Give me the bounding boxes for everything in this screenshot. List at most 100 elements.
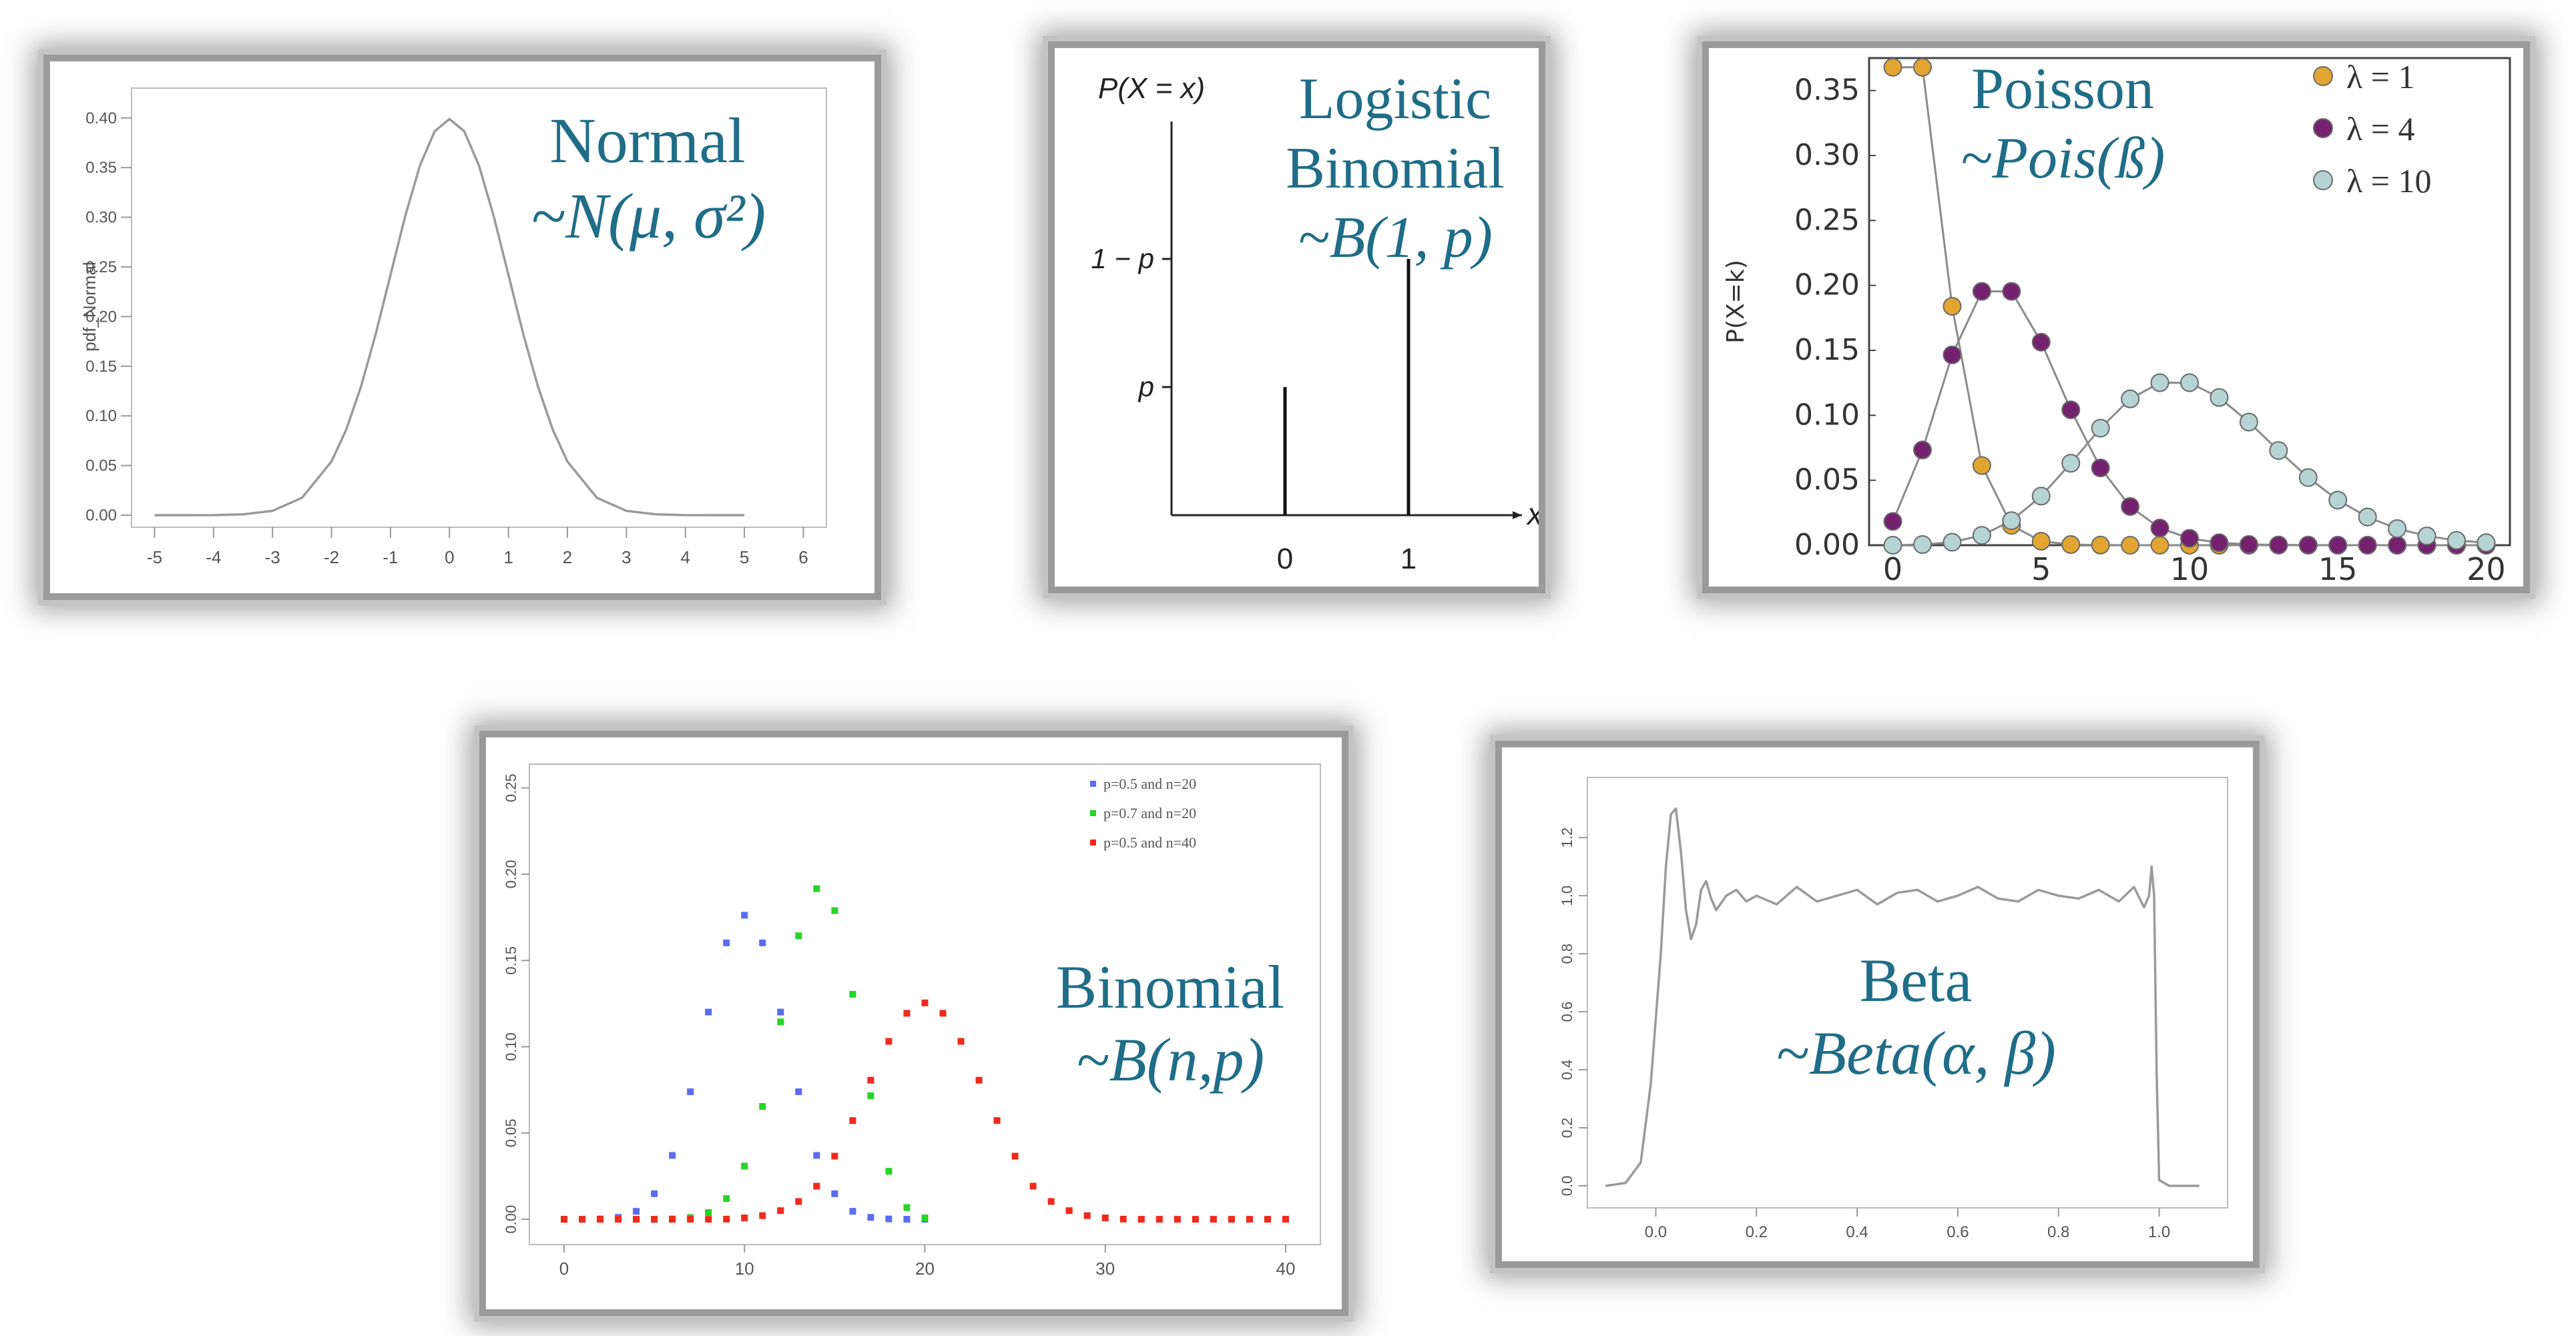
data-point	[1065, 1207, 1073, 1215]
data-point	[1883, 512, 1902, 531]
data-point	[2210, 533, 2229, 553]
data-point	[2180, 373, 2199, 392]
legend-label: λ = 1	[2346, 58, 2414, 95]
data-point	[759, 1212, 766, 1219]
data-point	[2477, 533, 2496, 553]
data-point	[633, 1216, 640, 1223]
binomial-chart: 0.00 0.05 0.10 0.15 0.20 0.25 0 10 20 30 40 p=0.5 a…	[503, 763, 1321, 1279]
bernoulli-label-line1: Logistic	[1298, 67, 1492, 131]
data-point	[1011, 1152, 1019, 1160]
x-tick-label: -5	[147, 547, 162, 567]
data-point	[705, 1209, 712, 1216]
y-tick-label: 0.30	[1794, 138, 1860, 172]
x-tick-label: 0.4	[1846, 1223, 1868, 1241]
data-point	[687, 1088, 694, 1095]
data-point	[723, 939, 730, 946]
data-point	[705, 1216, 712, 1223]
data-point	[2269, 535, 2288, 555]
data-point	[2358, 507, 2377, 527]
y-tick-label: 0.20	[503, 860, 519, 889]
legend-label: p=0.5 and n=40	[1103, 834, 1196, 851]
legend-marker	[2313, 66, 2333, 86]
data-point	[813, 1152, 820, 1159]
beta-density-line	[1605, 807, 2200, 1187]
y-axis-label: P(X = x)	[1098, 72, 1205, 105]
data-point	[741, 912, 748, 919]
poisson-label-name: Poisson	[1971, 57, 2154, 121]
x-tick-label: -2	[324, 547, 339, 567]
y-tick-label: 0.40	[85, 109, 117, 127]
data-point	[759, 1102, 766, 1110]
data-point	[795, 932, 802, 940]
series-line-1	[1892, 290, 2487, 547]
data-point	[2150, 519, 2169, 538]
x-tick-label: -4	[206, 547, 221, 567]
data-point	[2239, 535, 2258, 554]
legend-marker	[1090, 781, 1096, 787]
data-point	[2328, 536, 2348, 555]
data-point	[2328, 490, 2348, 510]
y-tick-label: 0.8	[1559, 944, 1575, 964]
x-tick-label: 0.0	[1645, 1223, 1667, 1241]
binomial-label-formula: ~B(n,p)	[1075, 1025, 1265, 1094]
plot-frame	[1587, 777, 2228, 1209]
data-point	[561, 1216, 568, 1223]
y-tick-label: p	[1137, 371, 1154, 402]
data-point	[705, 1008, 712, 1016]
legend-label: p=0.5 and n=20	[1103, 775, 1196, 792]
poisson-label: Poisson ~Pois(ß)	[1943, 55, 2183, 194]
bernoulli-chart: P(X = x) x 0 1 p 1 − p	[1091, 72, 1539, 575]
data-point	[723, 1215, 730, 1223]
data-point	[1101, 1215, 1109, 1222]
data-point	[903, 1010, 911, 1017]
x-tick-label: 4	[681, 547, 690, 567]
data-point	[1228, 1216, 1235, 1223]
data-point	[2447, 531, 2466, 550]
data-point	[2091, 418, 2110, 438]
y-tick-label: 0.20	[85, 308, 117, 326]
y-tick-label: 0.4	[1559, 1060, 1575, 1080]
x-tick-label: 0	[1277, 543, 1293, 575]
x-tick-label: 1	[1400, 543, 1416, 575]
binomial-chart-panel: 0.00 0.05 0.10 0.15 0.20 0.25 0 10 20 30 40 p=0.5 a…	[486, 737, 1342, 1309]
data-point	[2061, 535, 2081, 555]
data-point	[1192, 1216, 1199, 1223]
x-tick-label: 0	[445, 547, 454, 567]
y-tick-label: 0.10	[503, 1032, 519, 1061]
data-point	[2121, 496, 2140, 516]
normal-chart-panel: 0.00 0.05 0.10 0.15 0.20 0.25 0.30 0.35 0.40 -5 -4…	[50, 61, 874, 593]
y-tick-label: 0.2	[1559, 1118, 1575, 1138]
data-point	[615, 1216, 622, 1223]
data-point	[777, 1018, 784, 1026]
normal-label: Normal ~N(μ, σ²)	[531, 103, 766, 254]
x-tick-label: 6	[798, 547, 808, 567]
legend-marker	[1090, 810, 1096, 816]
data-point	[993, 1117, 1001, 1124]
data-point	[669, 1152, 676, 1159]
x-tick-label: 10	[2170, 551, 2210, 587]
poisson-label-formula: ~Pois(ß)	[1960, 125, 2165, 191]
data-point	[759, 939, 766, 946]
x-tick-label: 0.8	[2047, 1223, 2069, 1241]
x-tick-label: 1.0	[2148, 1223, 2170, 1241]
data-point	[741, 1162, 748, 1170]
data-point	[1155, 1216, 1163, 1223]
data-point	[1972, 282, 1991, 301]
data-point	[849, 1208, 856, 1215]
data-point	[1913, 57, 1932, 77]
data-point	[813, 885, 820, 892]
y-tick-label: 0.25	[503, 773, 519, 802]
data-point	[2121, 536, 2140, 555]
data-point	[1972, 456, 1991, 475]
y-tick-label: 1.0	[1559, 886, 1575, 906]
data-point	[2298, 468, 2318, 487]
data-point	[885, 1215, 892, 1223]
x-tick-label: 0	[1883, 551, 1902, 587]
data-point	[1137, 1216, 1145, 1223]
legend-label: p=0.7 and n=20	[1103, 805, 1196, 821]
y-tick-label: 0.10	[85, 407, 117, 425]
y-tick-label: 0.15	[503, 946, 519, 975]
data-point	[1210, 1216, 1217, 1223]
x-tick-label: 0.2	[1746, 1223, 1768, 1241]
data-point	[2388, 536, 2407, 555]
